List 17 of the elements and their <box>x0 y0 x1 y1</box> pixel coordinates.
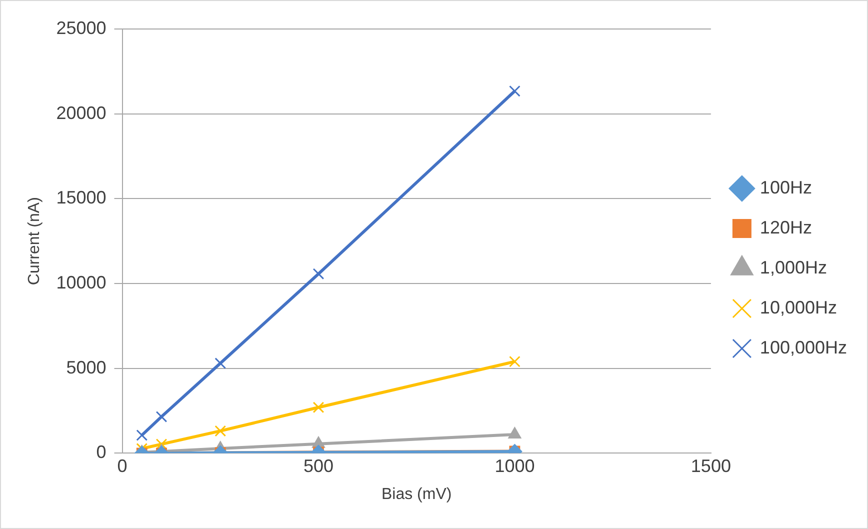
legend-label: 100Hz <box>760 177 812 198</box>
y-tick-label: 5000 <box>66 357 106 378</box>
legend-label: 10,000Hz <box>760 297 837 318</box>
y-tick-label: 0 <box>96 442 106 462</box>
legend-label: 1,000Hz <box>760 257 827 278</box>
y-axis-title: Current (nA) <box>26 197 44 286</box>
x-tick-label: 1000 <box>494 456 535 476</box>
x-tick-label: 1500 <box>690 456 731 476</box>
y-tick-label: 10000 <box>56 272 106 292</box>
legend-label: 120Hz <box>760 217 812 238</box>
x-tick-label: 0 <box>117 456 128 476</box>
y-tick-label: 20000 <box>56 102 106 123</box>
y-tick-label: 15000 <box>56 188 106 208</box>
x-tick-label: 500 <box>303 456 334 476</box>
legend-label: 100,000Hz <box>760 337 848 358</box>
x-axis-title: Bias (mV) <box>381 486 452 503</box>
y-tick-label: 25000 <box>56 18 106 38</box>
